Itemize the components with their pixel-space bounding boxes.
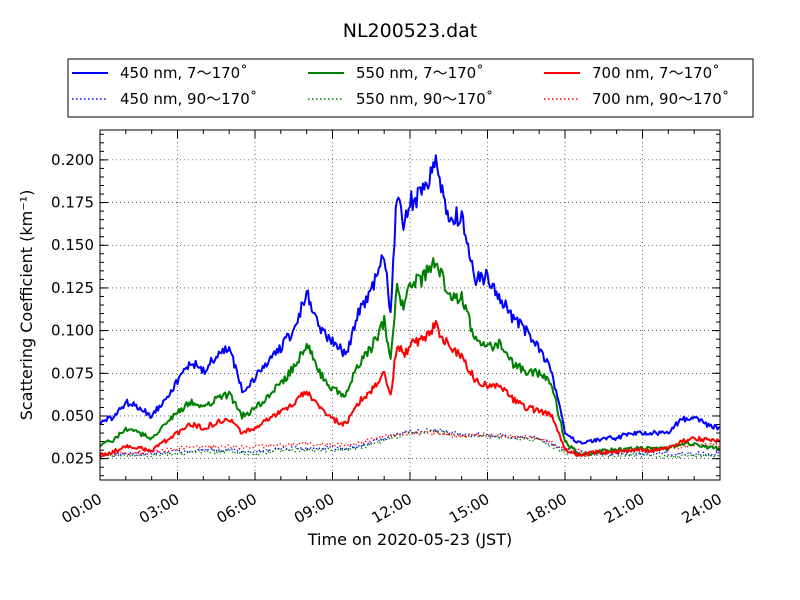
chart-title: NL200523.dat <box>343 20 478 42</box>
series-line <box>99 154 721 445</box>
y-tick-label: 0.100 <box>51 322 94 340</box>
y-axis-label: Scattering Coefficient (km⁻¹) <box>17 190 36 421</box>
series-line <box>99 319 721 457</box>
y-tick-label: 0.050 <box>51 407 94 425</box>
grid <box>99 130 721 480</box>
x-tick-label: 03:00 <box>136 490 182 527</box>
y-tick-label: 0.150 <box>51 236 94 254</box>
x-tick-label: 12:00 <box>369 490 415 527</box>
series-line <box>99 427 721 458</box>
y-tick-label: 0.200 <box>51 151 94 169</box>
legend: 450 nm, 7～170˚ 550 nm, 7～170˚ 700 nm, 7～17… <box>67 58 754 118</box>
x-tick-label: 18:00 <box>524 490 570 527</box>
legend-label: 550 nm, 7～170˚ <box>356 64 484 82</box>
x-tick-label: 06:00 <box>214 490 260 527</box>
x-tick-label: 21:00 <box>601 490 647 527</box>
legend-label: 550 nm, 90～170˚ <box>356 90 493 108</box>
y-tick-label: 0.075 <box>51 364 94 382</box>
legend-label: 700 nm, 90～170˚ <box>592 90 729 108</box>
x-tick-label: 09:00 <box>291 490 337 527</box>
legend-label: 450 nm, 7～170˚ <box>120 64 248 82</box>
y-tick-label: 0.125 <box>51 279 94 297</box>
y-tick-label: 0.025 <box>51 450 94 468</box>
tick-group: 00:00 03:00 06:00 09:00 12:00 15:00 18:00 21:00… <box>51 130 725 527</box>
legend-label: 700 nm, 7～170˚ <box>592 64 720 82</box>
y-tick-label: 0.175 <box>51 194 94 212</box>
x-tick-label: 24:00 <box>679 490 725 527</box>
x-axis-label: Time on 2020-05-23 (JST) <box>307 530 512 549</box>
legend-box <box>67 58 754 118</box>
x-tick-label: 15:00 <box>446 490 492 527</box>
plot-frame <box>99 129 721 481</box>
legend-label: 450 nm, 90～170˚ <box>120 90 257 108</box>
series-group <box>99 154 721 460</box>
x-tick-label: 00:00 <box>59 490 105 527</box>
